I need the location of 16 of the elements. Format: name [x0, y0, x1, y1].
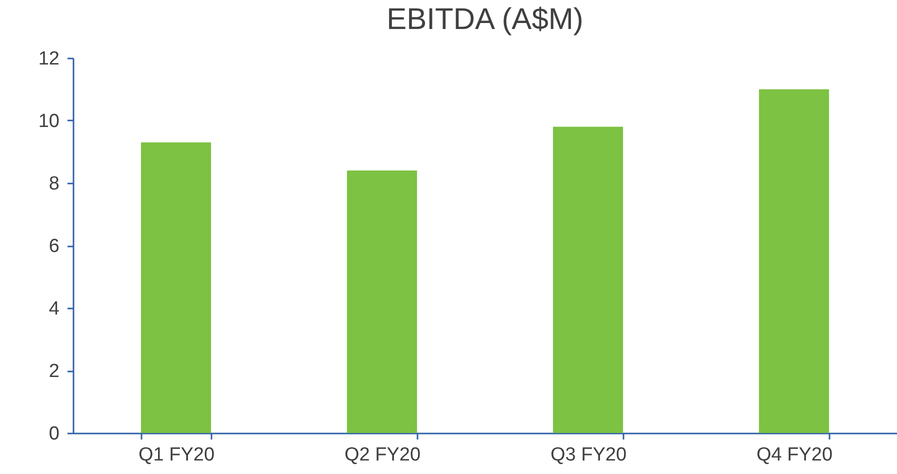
chart-title: EBITDA (A$M)	[386, 3, 584, 36]
y-tick-label: 0	[48, 424, 60, 444]
y-tick-label: 8	[48, 174, 60, 194]
y-tick-label: 4	[48, 298, 60, 320]
y-tick-label: 12	[38, 48, 60, 70]
bar	[758, 89, 830, 433]
y-tick-label: 2	[48, 361, 60, 382]
bar	[140, 142, 212, 433]
y-tick-label: 6	[48, 236, 60, 257]
x-tick-label: Q2 FY20	[344, 444, 421, 466]
x-tick-label: Q3 FY20	[550, 444, 627, 466]
bar	[552, 126, 624, 433]
x-tick-label: Q4 FY20	[756, 444, 833, 466]
bar	[346, 170, 418, 433]
y-tick-label: 10	[38, 111, 60, 132]
x-tick-label: Q1 FY20	[138, 444, 215, 466]
